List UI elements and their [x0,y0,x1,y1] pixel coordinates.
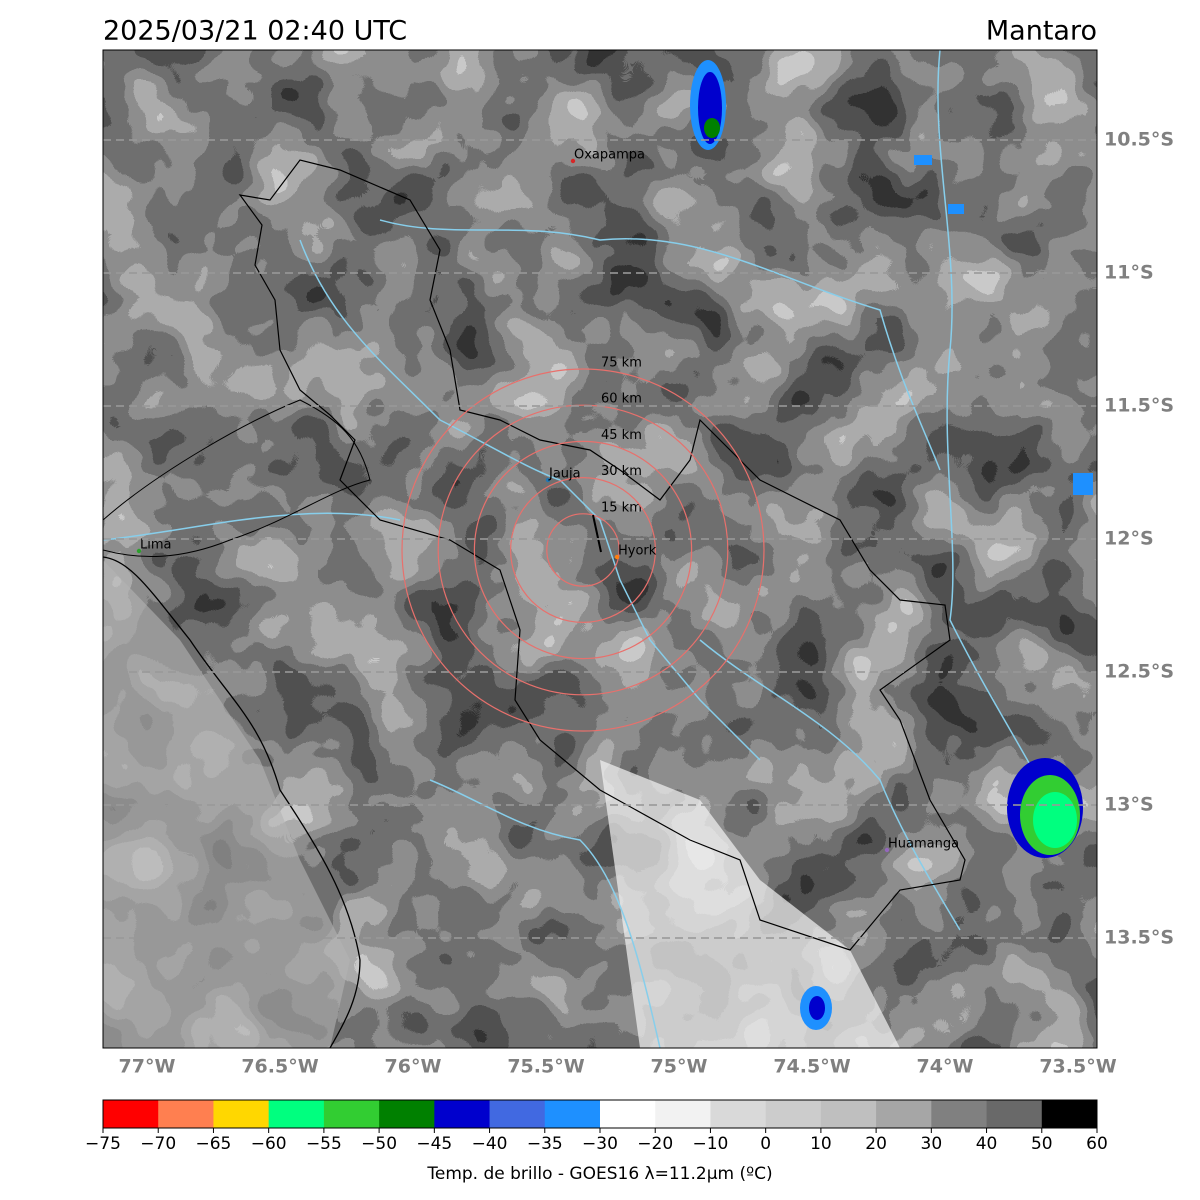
place-marker [570,158,576,164]
colorbar-tick-label: 60 [1086,1134,1108,1154]
range-ring [401,368,765,732]
colorbar-tick-label: 20 [865,1134,887,1154]
colorbar-tick-label: −40 [472,1134,508,1154]
ring-label: 60 km [601,392,642,407]
colorbar-segment [931,1100,988,1128]
place-marker [884,847,890,853]
range-ring [437,404,729,696]
lon-label: 75.5°W [507,1056,584,1078]
colorbar-label: Temp. de brillo - GOES16 λ=11.2μm (ºC) [426,1164,772,1184]
colorbar-tick-label: −50 [361,1134,397,1154]
colorbar-tick-label: −45 [416,1134,452,1154]
ring-label: 30 km [601,464,642,479]
lat-label: 11.5°S [1104,395,1174,417]
colorbar-tick-label: −55 [306,1134,342,1154]
map-frame [102,49,1098,1049]
radar-beam [592,514,602,553]
colorbar-tick-label: 10 [810,1134,832,1154]
lon-label: 76.5°W [241,1056,318,1078]
map: 15 km 30 km 45 km 60 km 75 km Oxapampa Jauja L… [103,50,1097,1048]
rivers [103,50,1061,1048]
coastline [103,556,361,1048]
title: 2025/03/21 02:40 UTC [103,16,407,47]
axis-labels: 10.5°S 11°S 11.5°S 12°S 12.5°S 13°S 13.5°S 77°W… [119,129,1175,1078]
colorbar-segment [434,1100,491,1128]
range-ring [510,477,657,624]
place-marker [136,548,142,554]
lon-label: 74.5°W [773,1056,850,1078]
lat-label: 10.5°S [1104,129,1174,151]
lat-label: 13.5°S [1104,927,1174,949]
lat-label: 13°S [1104,794,1154,816]
colorbar-tick-label: −75 [85,1134,121,1154]
lat-label: 12°S [1104,528,1154,550]
ring-label: 15 km [601,500,642,515]
colorbar-tick-label: −10 [692,1134,728,1154]
colorbar-segment [765,1100,822,1128]
grid [103,139,1097,939]
lon-label: 73.5°W [1039,1056,1116,1078]
colorbar-segment [1041,1100,1098,1128]
colorbar-tick-label: 0 [760,1134,771,1154]
colorbar-segment [600,1100,656,1128]
lat-label: 11°S [1104,262,1154,284]
colorbar-tick-label: −20 [637,1134,673,1154]
region-boundary [103,399,371,558]
places: Oxapampa Jauja Lima Hyork Huamanga [136,148,959,853]
colorbar-segment [986,1100,1043,1128]
colorbar-tick-label: 50 [1031,1134,1053,1154]
colorbar-segment [544,1100,601,1128]
colorbar-segment [710,1100,767,1128]
place-marker [614,554,620,560]
place-label: Huamanga [888,837,959,852]
colorbar-segment [213,1100,270,1128]
colorbar-tick-label: −65 [195,1134,231,1154]
place-marker [545,477,551,483]
colorbar-tick-label: −70 [140,1134,176,1154]
region-name: Mantaro [986,16,1097,47]
place-label: Hyork [618,544,657,559]
colorbar-segment [158,1100,214,1128]
place-label: Oxapampa [574,148,645,163]
lon-label: 77°W [119,1056,176,1078]
lon-label: 75°W [651,1056,708,1078]
colorbar-tick-label: 30 [921,1134,943,1154]
colorbar-segment [820,1100,877,1128]
lat-label: 12.5°S [1104,661,1174,683]
convective-cells [690,60,1093,1030]
range-rings: 15 km 30 km 45 km 60 km 75 km [401,356,765,732]
colorbar-segment [268,1100,325,1128]
range-ring [546,513,620,587]
place-label: Lima [140,538,171,553]
colorbar-tick-label: 40 [976,1134,998,1154]
colorbar-segment [323,1100,380,1128]
place-label: Jauja [548,467,581,482]
colorbar-tick-label: −35 [527,1134,563,1154]
colorbar-segment [489,1100,546,1128]
range-ring [473,440,693,660]
basin-boundary [238,159,966,951]
ring-label: 75 km [601,356,642,371]
ring-label: 45 km [601,428,642,443]
colorbar-tick-label: −60 [251,1134,287,1154]
colorbar: −75 −70 −65 −60 −55 −50 −45 −40 −35 −30 −20 −10 0 10 2… [85,1099,1108,1154]
colorbar-segment [655,1100,711,1128]
lon-label: 74°W [917,1056,974,1078]
lon-label: 76°W [385,1056,442,1078]
colorbar-segment [876,1100,932,1128]
colorbar-segment [379,1100,435,1128]
colorbar-tick-label: −30 [582,1134,618,1154]
colorbar-segment [103,1100,159,1128]
